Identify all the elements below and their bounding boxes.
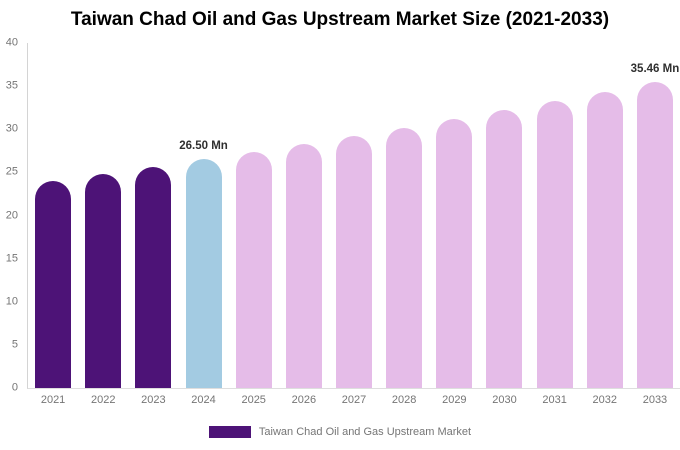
x-axis-label-2028: 2028 bbox=[391, 394, 417, 406]
bar-value-label-2024: 26.50 Mn bbox=[179, 139, 228, 152]
bar-2031 bbox=[536, 101, 573, 388]
y-tick-label: 20 bbox=[5, 209, 18, 221]
bar-value-label-2033: 35.46 Mn bbox=[630, 62, 680, 75]
bar-2029 bbox=[436, 119, 473, 388]
x-axis-label-2024: 2024 bbox=[191, 394, 216, 406]
bar-slot-2029 bbox=[429, 43, 479, 388]
bar-slot-2025 bbox=[229, 43, 279, 388]
bar-slot-2031 bbox=[530, 43, 580, 388]
x-axis-label-2025: 2025 bbox=[241, 394, 266, 406]
x-axis-labels: 2021 2022 2023 2024 2025 2026 2027 2028 2029 2030… bbox=[28, 394, 680, 406]
legend-swatch bbox=[208, 426, 251, 438]
y-tick-label: 40 bbox=[5, 36, 18, 49]
bar-slot-2027 bbox=[329, 43, 379, 388]
bar-slot-2024: 26.50 Mn bbox=[178, 43, 228, 388]
bar-slot-2026 bbox=[279, 43, 329, 388]
y-tick-label: 10 bbox=[5, 295, 18, 308]
y-tick-label: 0 bbox=[11, 381, 18, 394]
bar-2032 bbox=[586, 91, 623, 388]
y-tick-label: 35 bbox=[5, 79, 18, 92]
bar-slot-2028 bbox=[379, 43, 429, 388]
x-axis-label-2027: 2027 bbox=[341, 394, 367, 406]
x-axis-label-2031: 2031 bbox=[542, 394, 567, 406]
bar-2023 bbox=[135, 166, 172, 388]
bar-slot-2033: 35.46 Mn bbox=[630, 43, 680, 388]
y-tick-label: 25 bbox=[5, 165, 18, 178]
x-axis-label-2022: 2022 bbox=[90, 394, 116, 406]
legend: Taiwan Chad Oil and Gas Upstream Market bbox=[0, 426, 680, 438]
bars-container: 26.50 Mn 35.46 Mn bbox=[28, 43, 680, 388]
bar-2024 bbox=[185, 159, 222, 388]
chart-title: Taiwan Chad Oil and Gas Upstream Market … bbox=[70, 9, 610, 30]
y-tick-label: 30 bbox=[5, 122, 18, 135]
bar-2033 bbox=[636, 82, 673, 388]
bar-slot-2022 bbox=[78, 43, 128, 388]
bar-2027 bbox=[336, 136, 373, 388]
bar-slot-2021 bbox=[28, 43, 78, 388]
x-axis-label-2021: 2021 bbox=[40, 394, 66, 406]
bar-2021 bbox=[35, 180, 72, 388]
bar-2022 bbox=[85, 173, 122, 388]
x-axis-label-2023: 2023 bbox=[141, 394, 166, 406]
legend-label: Taiwan Chad Oil and Gas Upstream Market bbox=[258, 426, 472, 438]
x-axis-label-2026: 2026 bbox=[291, 394, 317, 406]
bar-slot-2030 bbox=[479, 43, 529, 388]
x-axis-label-2029: 2029 bbox=[442, 394, 467, 406]
y-tick-label: 5 bbox=[11, 338, 18, 351]
x-axis-label-2033: 2033 bbox=[642, 394, 668, 406]
bar-2026 bbox=[285, 144, 322, 388]
bar-2030 bbox=[486, 110, 523, 388]
bar-2025 bbox=[235, 151, 272, 388]
x-axis-label-2032: 2032 bbox=[592, 394, 618, 406]
bar-2028 bbox=[386, 127, 423, 388]
x-axis-label-2030: 2030 bbox=[492, 394, 517, 406]
plot-area: 0 5 10 15 20 25 30 35 40 26.50 Mn 35.46 Mn 2021 20… bbox=[6, 37, 680, 406]
bar-slot-2032 bbox=[580, 43, 630, 388]
y-tick-label: 15 bbox=[5, 252, 18, 265]
bar-slot-2023 bbox=[128, 43, 178, 388]
